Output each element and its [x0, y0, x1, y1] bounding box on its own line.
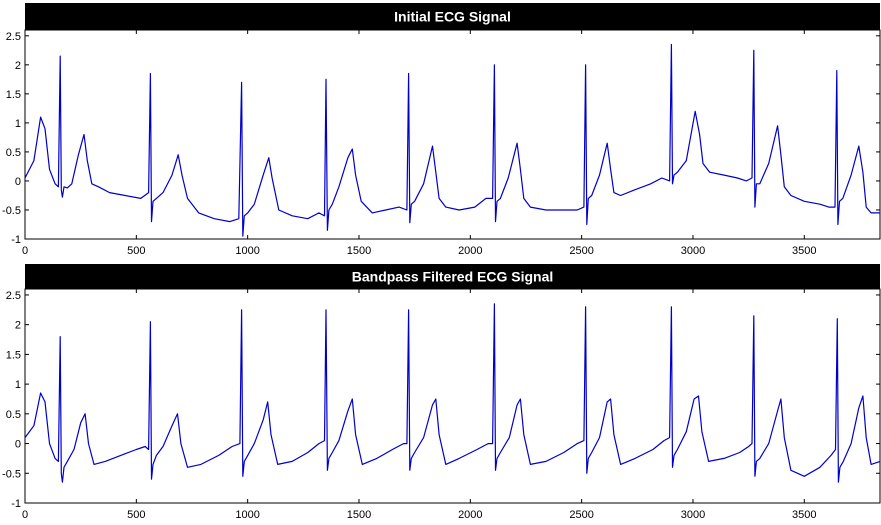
x-tick-label: 2500 [569, 509, 593, 521]
chart-title: Initial ECG Signal [394, 9, 511, 25]
y-tick-label: 1.5 [6, 89, 21, 101]
x-tick-label: 3000 [681, 245, 705, 257]
x-tick-label: 0 [22, 245, 28, 257]
x-tick-label: 1000 [235, 509, 259, 521]
plot-area [24, 288, 881, 504]
chart-filtered-ecg: Bandpass Filtered ECG Signal -1 -0.5 0 0.5 1 1… [2, 264, 881, 521]
x-tick-label: 3000 [681, 509, 705, 521]
y-tick-label: 1.5 [6, 349, 21, 361]
y-tick-label: 0.5 [6, 147, 21, 159]
x-tick-label: 500 [127, 509, 145, 521]
x-tick-label: 3500 [792, 245, 816, 257]
x-tick-label: 500 [127, 245, 145, 257]
y-tick-label: -1 [11, 234, 21, 246]
x-tick-label: 2000 [458, 509, 482, 521]
chart-title: Bandpass Filtered ECG Signal [352, 269, 554, 285]
title-bar [25, 264, 880, 289]
x-tick-label: 3500 [792, 509, 816, 521]
x-tick-label: 2500 [569, 245, 593, 257]
y-tick-label: 1 [15, 118, 21, 130]
y-tick-label: 0.5 [6, 409, 21, 421]
y-tick-label: 2 [15, 60, 21, 72]
x-tick-label: 0 [22, 509, 28, 521]
x-tick-label: 1500 [347, 509, 371, 521]
x-tick-label: 1500 [347, 245, 371, 257]
ecg-series-line [24, 43, 880, 237]
y-tick-label: 2.5 [6, 31, 21, 43]
plot-area [24, 29, 881, 240]
ecg-series-line [24, 303, 881, 483]
y-tick-label: 2.5 [6, 290, 21, 302]
y-tick-label: -0.5 [2, 468, 21, 480]
x-tick-label: 2000 [458, 245, 482, 257]
y-tick-label: 0 [15, 439, 21, 451]
y-tick-label: -1 [11, 498, 21, 510]
y-tick-label: -0.5 [2, 205, 21, 217]
x-tick-label: 1000 [235, 245, 259, 257]
title-bar [25, 3, 880, 30]
y-tick-label: 1 [15, 379, 21, 391]
y-tick-label: 0 [15, 176, 21, 188]
y-tick-label: 2 [15, 320, 21, 332]
chart-initial-ecg: Initial ECG Signal -1 -0.5 0 0.5 1 1.5 2 2.5 0 500… [2, 3, 881, 257]
